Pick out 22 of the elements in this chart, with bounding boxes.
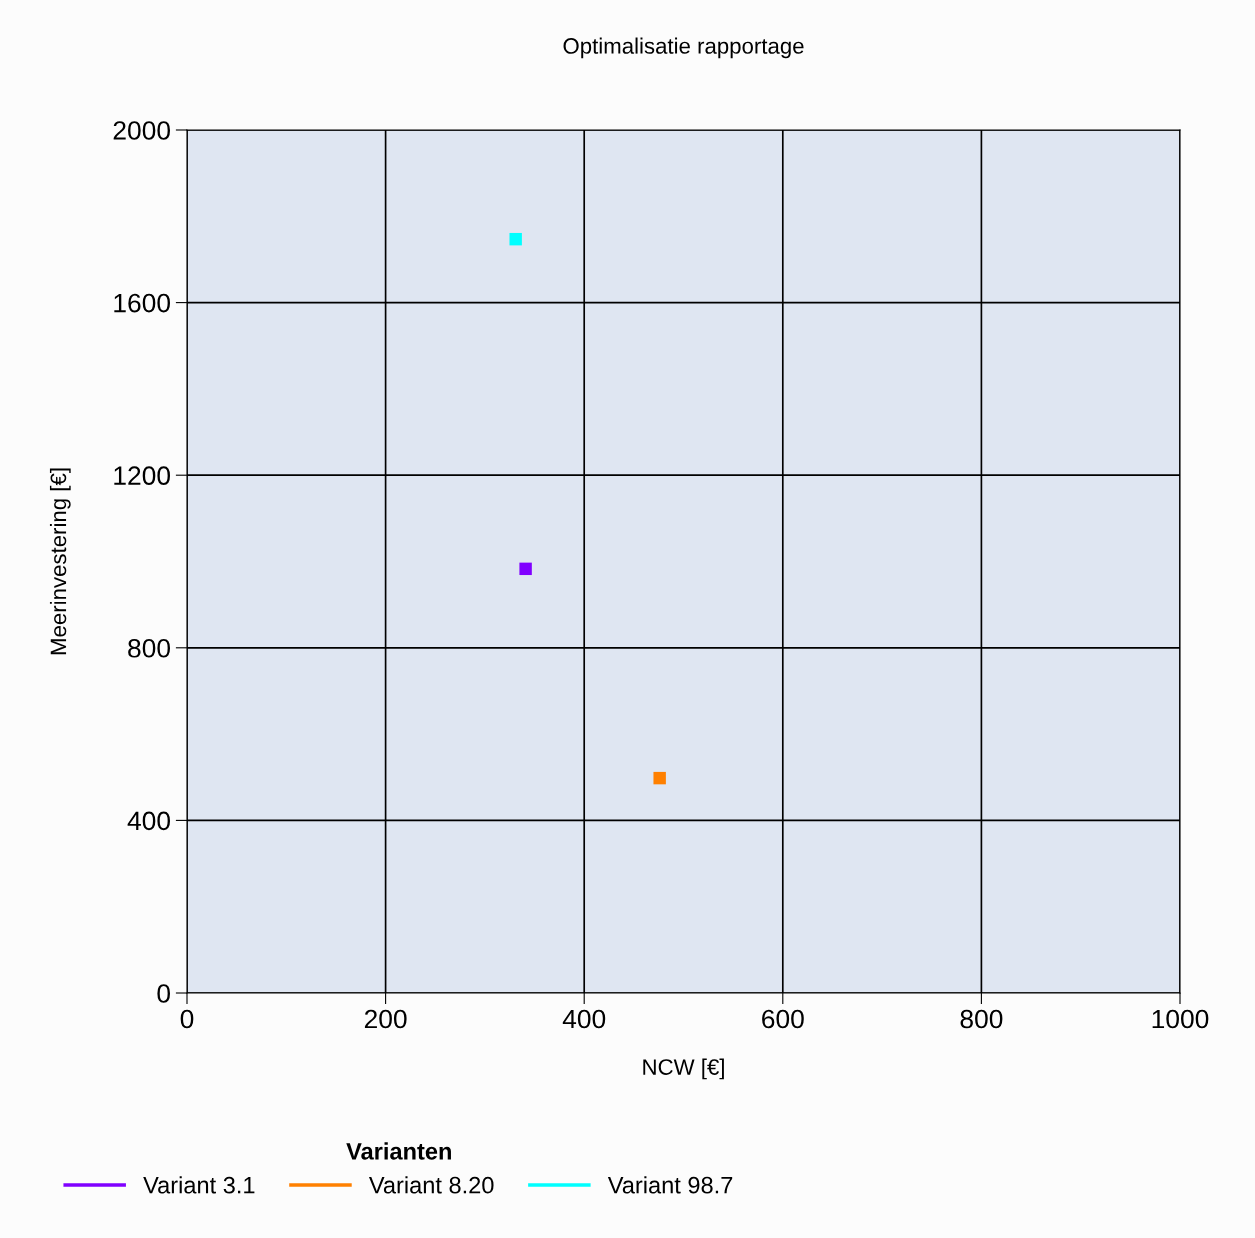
- y-tick-label: 1200: [114, 466, 170, 486]
- chart-title: Optimalisatie rapportage: [563, 37, 804, 59]
- y-tick-label: 800: [128, 638, 170, 658]
- x-axis-title: NCW [€]: [643, 1058, 724, 1080]
- point: [653, 771, 666, 785]
- x-tick-label: 1000: [1152, 1009, 1209, 1029]
- point: [519, 562, 532, 576]
- legend-title: Varianten: [346, 1142, 451, 1160]
- y-tick-label: 0: [157, 984, 170, 1003]
- point: [509, 232, 522, 246]
- legend-label: Variant 8.20: [368, 1176, 494, 1194]
- x-tick-label: 0: [180, 1009, 194, 1029]
- legend-label: Variant 3.1: [143, 1176, 255, 1194]
- y-tick-label: 1600: [114, 293, 170, 313]
- x-tick-label: 400: [562, 1009, 606, 1029]
- legend-label: Variant 98.7: [607, 1176, 733, 1194]
- y-tick-label: 2000: [113, 121, 170, 140]
- x-tick-label: 600: [762, 1009, 804, 1029]
- x-tick-label: 200: [364, 1009, 407, 1029]
- y-tick-label: 400: [127, 811, 170, 831]
- y-axis-title: Meerinvestering [€]: [49, 468, 71, 655]
- x-tick-label: 800: [960, 1009, 1003, 1029]
